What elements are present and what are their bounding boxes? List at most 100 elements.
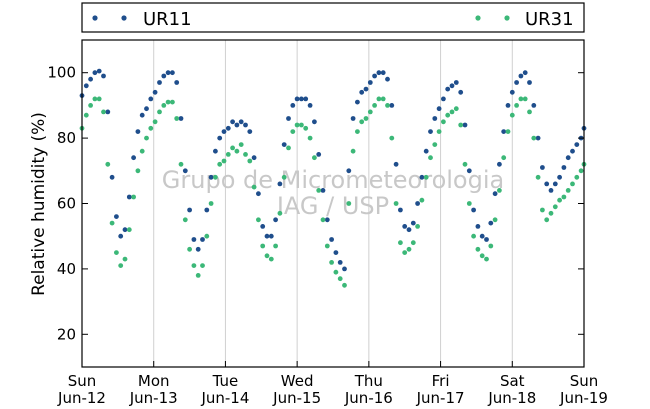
point-ur11-106 <box>535 135 541 141</box>
point-ur11-75 <box>402 224 408 229</box>
point-ur31-38 <box>243 152 248 157</box>
point-ur31-32 <box>217 161 223 167</box>
point-ur11-112 <box>561 165 567 170</box>
point-ur31-69 <box>376 96 382 102</box>
point-ur11-81 <box>428 129 433 135</box>
point-ur11-105 <box>531 103 537 108</box>
point-ur11-110 <box>552 181 558 187</box>
point-ur31-45 <box>273 243 278 249</box>
point-ur31-41 <box>256 217 261 223</box>
point-ur11-20 <box>165 70 171 76</box>
point-ur31-35 <box>230 145 236 151</box>
point-ur31-63 <box>350 148 356 154</box>
point-ur11-26 <box>191 237 197 242</box>
point-ur31-64 <box>355 129 360 135</box>
point-ur11-79 <box>419 174 425 180</box>
point-ur11-37 <box>238 119 244 125</box>
y-tick-label-60: 60 <box>57 195 76 213</box>
x-tick-day-2: Tue <box>212 372 239 390</box>
point-ur31-65 <box>359 119 365 125</box>
point-ur31-108 <box>544 217 550 223</box>
point-ur11-57 <box>324 217 330 223</box>
point-ur31-58 <box>329 260 334 265</box>
point-ur31-97 <box>497 188 502 193</box>
point-ur31-113 <box>565 188 571 193</box>
point-ur11-56 <box>320 188 326 193</box>
x-tick-date-2: Jun-14 <box>200 389 249 407</box>
point-ur11-99 <box>505 103 511 108</box>
point-ur31-60 <box>337 276 343 282</box>
point-ur11-88 <box>458 89 464 95</box>
point-ur11-98 <box>501 129 507 135</box>
point-ur11-50 <box>294 96 300 102</box>
point-ur31-115 <box>574 174 580 180</box>
point-ur11-17 <box>152 89 158 95</box>
point-ur11-3 <box>92 70 98 76</box>
point-ur31-53 <box>307 135 313 141</box>
point-ur31-52 <box>303 125 309 131</box>
point-ur11-22 <box>174 80 180 85</box>
point-ur31-95 <box>488 243 494 249</box>
point-ur31-89 <box>462 161 468 167</box>
point-ur31-81 <box>428 155 433 161</box>
point-ur11-62 <box>346 168 352 174</box>
point-ur31-5 <box>101 109 106 115</box>
y-tick-label-20: 20 <box>57 325 76 343</box>
point-ur11-29 <box>204 207 210 213</box>
point-ur11-49 <box>290 103 296 108</box>
point-ur11-95 <box>488 220 494 226</box>
watermark-line-2: IAG / USP <box>277 192 389 220</box>
legend-marker-ur11-a <box>92 15 98 21</box>
point-ur11-92 <box>475 224 481 229</box>
point-ur31-87 <box>453 106 459 112</box>
point-ur11-18 <box>157 80 162 85</box>
point-ur11-85 <box>445 86 451 92</box>
point-ur31-25 <box>187 246 193 252</box>
point-ur11-97 <box>497 161 502 167</box>
point-ur31-17 <box>152 119 158 125</box>
point-ur11-114 <box>570 148 575 154</box>
point-ur11-90 <box>466 168 472 174</box>
point-ur31-14 <box>139 148 145 154</box>
point-ur11-86 <box>449 83 455 89</box>
point-ur31-72 <box>389 135 395 141</box>
point-ur31-47 <box>281 174 287 180</box>
point-ur11-101 <box>514 80 519 85</box>
point-ur11-15 <box>144 106 149 112</box>
point-ur31-91 <box>471 233 476 239</box>
point-ur11-113 <box>565 155 571 161</box>
x-axis: SunJun-12MonJun-13TueJun-14WedJun-15ThuJ… <box>57 361 608 407</box>
point-ur31-107 <box>540 207 545 213</box>
point-ur11-25 <box>187 207 193 213</box>
point-ur31-27 <box>195 273 201 278</box>
point-ur11-103 <box>522 70 528 76</box>
point-ur31-111 <box>557 197 562 203</box>
point-ur31-93 <box>479 253 485 259</box>
x-tick-date-5: Jun-17 <box>416 389 465 407</box>
legend: UR11 UR31 <box>81 2 585 33</box>
point-ur11-104 <box>527 80 532 85</box>
x-tick-day-1: Mon <box>138 372 170 390</box>
point-ur11-89 <box>462 122 468 128</box>
point-ur31-106 <box>535 174 541 180</box>
point-ur31-2 <box>88 103 93 108</box>
point-ur31-112 <box>561 194 567 200</box>
point-ur31-26 <box>191 263 197 268</box>
point-ur11-45 <box>273 217 278 223</box>
point-ur31-68 <box>372 103 377 108</box>
point-ur31-66 <box>363 116 369 121</box>
point-ur11-78 <box>415 201 420 206</box>
point-ur31-88 <box>458 122 464 128</box>
point-ur31-57 <box>324 243 330 249</box>
point-ur11-4 <box>96 68 102 74</box>
point-ur31-83 <box>436 129 442 135</box>
point-ur11-102 <box>518 73 524 79</box>
point-ur31-29 <box>204 233 210 239</box>
point-ur31-18 <box>157 109 162 115</box>
x-tick-day-3: Wed <box>281 372 314 390</box>
point-ur11-94 <box>484 237 489 242</box>
point-ur31-102 <box>518 96 524 102</box>
point-ur31-3 <box>92 96 98 102</box>
point-ur31-86 <box>449 109 455 115</box>
